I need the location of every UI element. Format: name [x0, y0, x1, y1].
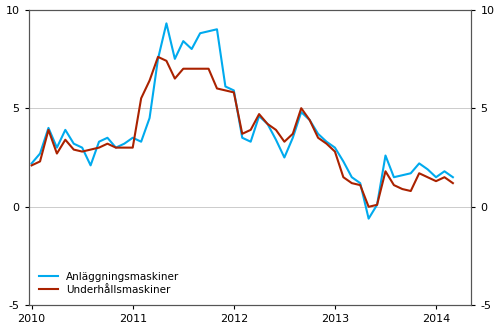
Anläggningsmaskiner: [122, 142, 128, 146]
Line: Anläggningsmaskiner: Anläggningsmaskiner: [32, 23, 453, 219]
Anläggningsmaskiner: [155, 57, 161, 61]
Anläggningsmaskiner: [366, 217, 372, 221]
Underhållsmaskiner: [340, 175, 346, 179]
Underhållsmaskiner: [172, 77, 178, 81]
Line: Underhållsmaskiner: Underhållsmaskiner: [32, 57, 453, 207]
Anläggningsmaskiner: [450, 175, 456, 179]
Underhållsmaskiner: [315, 136, 321, 140]
Anläggningsmaskiner: [442, 169, 448, 173]
Underhållsmaskiner: [122, 146, 128, 149]
Anläggningsmaskiner: [164, 21, 170, 25]
Underhållsmaskiner: [28, 163, 34, 167]
Underhållsmaskiner: [366, 205, 372, 209]
Underhållsmaskiner: [155, 55, 161, 59]
Anläggningsmaskiner: [28, 161, 34, 165]
Underhållsmaskiner: [450, 181, 456, 185]
Anläggningsmaskiner: [340, 159, 346, 163]
Legend: Anläggningsmaskiner, Underhållsmaskiner: Anläggningsmaskiner, Underhållsmaskiner: [34, 267, 184, 300]
Anläggningsmaskiner: [172, 57, 178, 61]
Underhållsmaskiner: [164, 59, 170, 63]
Underhållsmaskiner: [442, 175, 448, 179]
Anläggningsmaskiner: [315, 132, 321, 136]
